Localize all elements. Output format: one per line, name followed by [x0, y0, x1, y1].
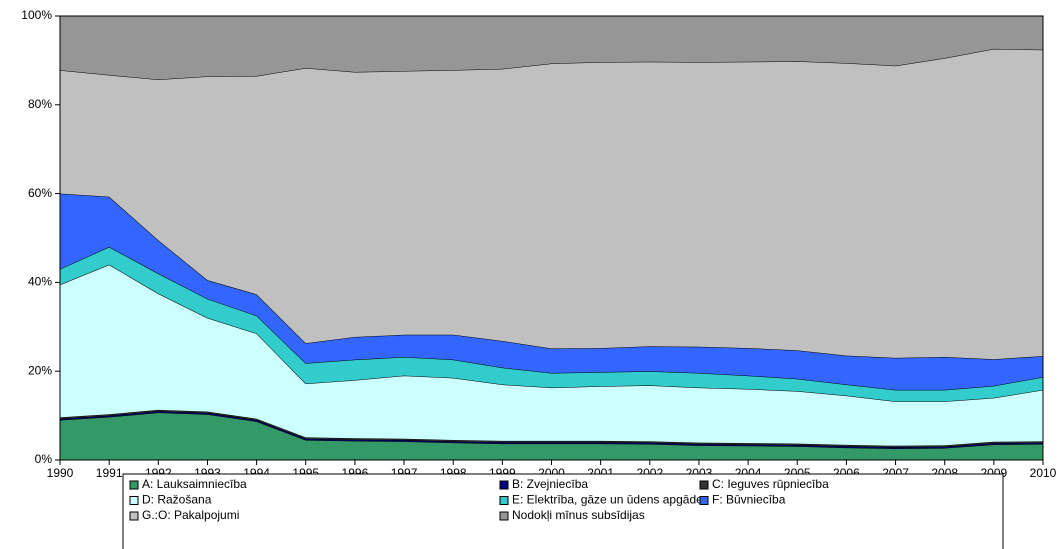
legend-label: A: Lauksaimniecība [142, 477, 247, 491]
area-fill [60, 193, 1043, 390]
x-tick-label: 1991 [96, 466, 123, 480]
y-tick-label: 80% [28, 97, 52, 111]
legend-label: B: Zvejniecība [512, 477, 588, 491]
area-fill [60, 246, 1043, 402]
area-fill [60, 48, 1043, 360]
legend-swatch [129, 480, 139, 490]
y-tick-label: 100% [21, 8, 52, 22]
legend-swatch [699, 480, 709, 490]
area-fill [60, 264, 1043, 446]
y-tick-label: 60% [28, 186, 52, 200]
legend-label: G.:O: Pakalpojumi [142, 508, 239, 522]
legend-swatch [499, 511, 509, 521]
legend-swatch [499, 496, 509, 505]
legend-label: E: Elektrība, gāze un ūdens apgāde [512, 493, 703, 507]
y-tick-label: 0% [35, 452, 53, 466]
legend-swatch [699, 496, 709, 505]
x-tick-label: 2010 [1030, 466, 1057, 480]
legend-label: Nodokļi mīnus subsīdijas [512, 508, 645, 522]
area-fill [60, 16, 1043, 80]
y-tick-label: 20% [28, 363, 52, 377]
legend-label: D: Ražošana [142, 493, 212, 507]
legend-box [122, 473, 1004, 549]
x-tick-label: 1990 [47, 466, 74, 480]
legend-swatch [129, 511, 139, 521]
legend-swatch [499, 480, 509, 490]
area-fill [60, 412, 1043, 460]
y-tick-label: 40% [28, 275, 52, 289]
legend: A: Lauksaimniecība B: Zvejniecība C: Ieguv… [122, 473, 1004, 549]
legend-swatch [129, 496, 139, 505]
legend-label: C: Ieguves rūpniecība [712, 477, 829, 491]
legend-label: F: Būvniecība [712, 493, 786, 507]
